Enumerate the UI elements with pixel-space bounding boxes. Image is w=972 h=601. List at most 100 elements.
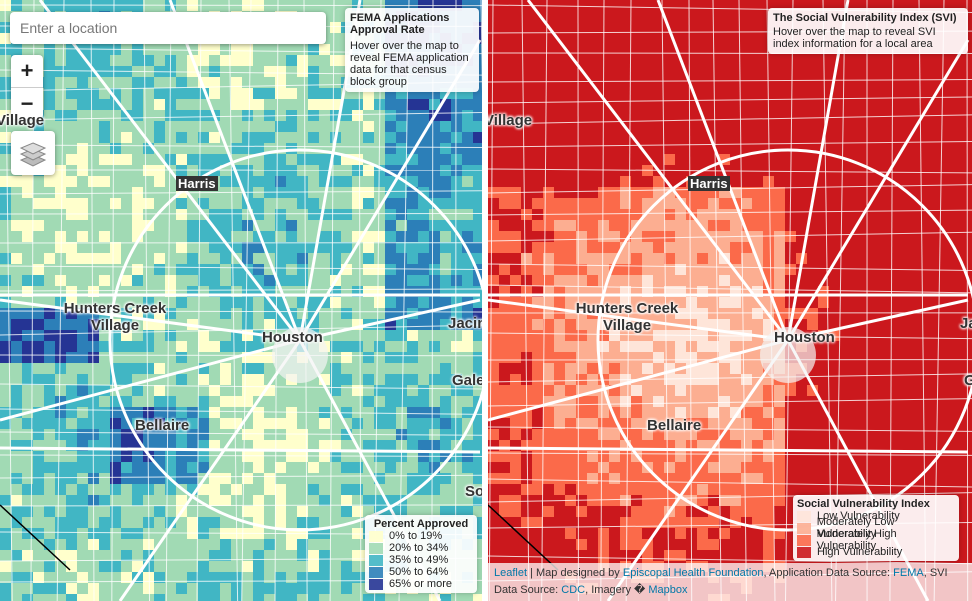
block-group	[396, 341, 407, 352]
block-group	[521, 198, 532, 209]
block-group	[319, 253, 330, 264]
block-group	[363, 132, 374, 143]
block-group	[110, 539, 121, 550]
block-group	[609, 352, 620, 363]
block-group	[895, 198, 906, 209]
block-group	[121, 132, 132, 143]
block-group	[642, 517, 653, 528]
block-group	[220, 319, 231, 330]
block-group	[77, 484, 88, 495]
block-group	[906, 88, 917, 99]
block-group	[77, 594, 88, 601]
block-group	[785, 462, 796, 473]
block-group	[253, 363, 264, 374]
block-group	[143, 572, 154, 583]
block-group	[330, 495, 341, 506]
block-group	[895, 220, 906, 231]
layers-control[interactable]	[11, 131, 55, 175]
block-group	[143, 297, 154, 308]
block-group	[851, 253, 862, 264]
block-group	[22, 528, 33, 539]
block-group	[176, 264, 187, 275]
block-group	[884, 132, 895, 143]
block-group	[653, 110, 664, 121]
block-group	[418, 462, 429, 473]
block-group	[253, 451, 264, 462]
block-group	[598, 264, 609, 275]
block-group	[44, 220, 55, 231]
block-group	[275, 132, 286, 143]
block-group	[840, 396, 851, 407]
block-group	[352, 220, 363, 231]
block-group	[499, 396, 510, 407]
block-group	[895, 275, 906, 286]
block-group	[462, 253, 473, 264]
block-group	[488, 11, 499, 22]
block-group	[829, 297, 840, 308]
block-group	[11, 484, 22, 495]
block-group	[818, 264, 829, 275]
block-group	[374, 209, 385, 220]
block-group	[642, 407, 653, 418]
block-group	[807, 385, 818, 396]
block-group	[653, 77, 664, 88]
block-group	[719, 143, 730, 154]
block-group	[198, 385, 209, 396]
search-input[interactable]: Enter a location	[10, 12, 326, 44]
block-group	[209, 77, 220, 88]
block-group	[906, 231, 917, 242]
block-group	[44, 429, 55, 440]
svi-map[interactable]: The Social Vulnerability Index (SVI) Hov…	[488, 0, 972, 601]
block-group	[752, 275, 763, 286]
block-group	[330, 11, 341, 22]
block-group	[440, 231, 451, 242]
block-group	[873, 253, 884, 264]
block-group	[532, 66, 543, 77]
block-group	[110, 330, 121, 341]
block-group	[730, 242, 741, 253]
block-group	[796, 121, 807, 132]
fema-map[interactable]: Enter a location + − FEMA Applications A…	[0, 0, 482, 601]
block-group	[121, 77, 132, 88]
zoom-in[interactable]: +	[11, 55, 43, 88]
block-group	[554, 55, 565, 66]
block-group	[0, 154, 11, 165]
zoom-out[interactable]: −	[20, 91, 34, 116]
block-group	[121, 594, 132, 601]
block-group	[110, 319, 121, 330]
block-group	[66, 297, 77, 308]
block-group	[895, 132, 906, 143]
block-group	[253, 506, 264, 517]
block-group	[950, 121, 961, 132]
block-group	[66, 550, 77, 561]
block-group	[341, 572, 352, 583]
block-group	[154, 110, 165, 121]
block-group	[44, 363, 55, 374]
block-group	[220, 363, 231, 374]
block-group	[895, 385, 906, 396]
block-group	[253, 319, 264, 330]
block-group	[587, 121, 598, 132]
block-group	[220, 198, 231, 209]
block-group	[154, 275, 165, 286]
block-group	[341, 319, 352, 330]
block-group	[55, 242, 66, 253]
block-group	[462, 594, 473, 601]
block-group	[396, 253, 407, 264]
block-group	[928, 451, 939, 462]
block-group	[341, 209, 352, 220]
block-group	[752, 385, 763, 396]
block-group	[33, 506, 44, 517]
block-group	[741, 506, 752, 517]
block-group	[620, 55, 631, 66]
block-group	[330, 385, 341, 396]
block-group	[499, 11, 510, 22]
block-group	[961, 231, 972, 242]
block-group	[176, 473, 187, 484]
block-group	[187, 286, 198, 297]
block-group	[0, 462, 11, 473]
block-group	[510, 330, 521, 341]
block-group	[774, 319, 785, 330]
block-group	[418, 385, 429, 396]
block-group	[620, 297, 631, 308]
